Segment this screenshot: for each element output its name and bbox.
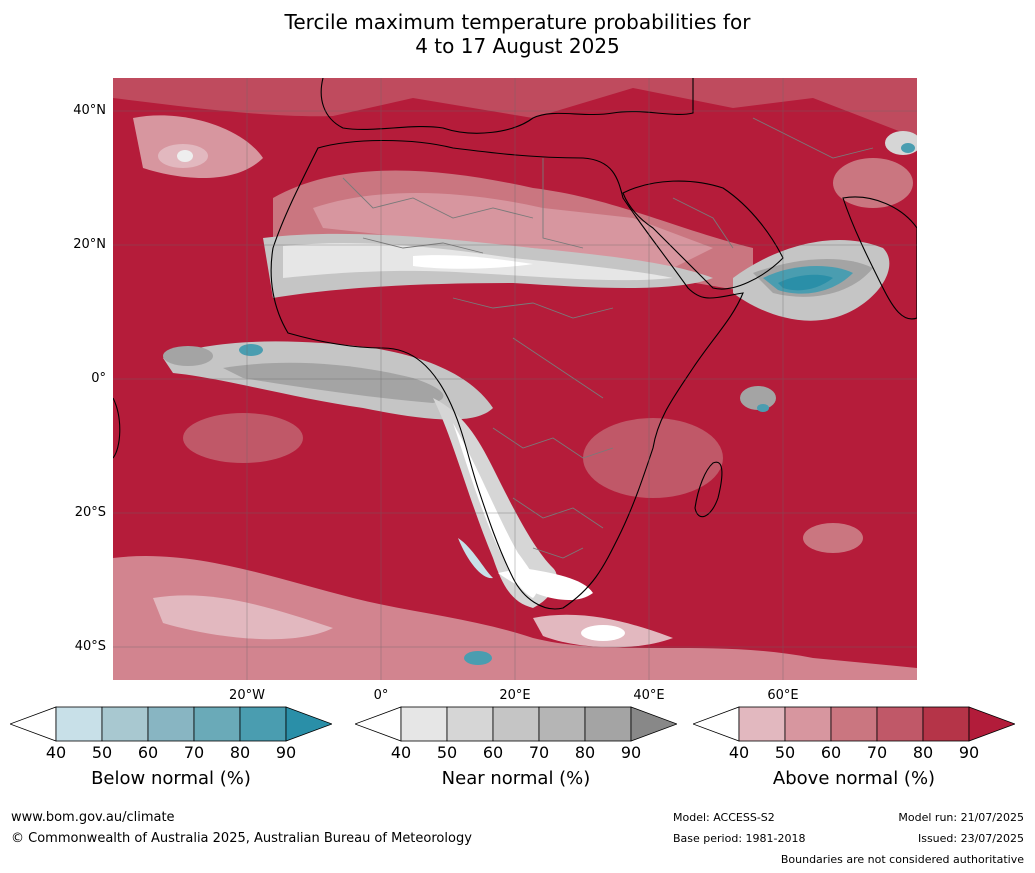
below-tick-50: 50 xyxy=(91,743,113,762)
below-tick-60: 60 xyxy=(137,743,159,762)
above-extension-high xyxy=(968,706,1015,742)
above-swatch-1 xyxy=(784,706,832,742)
colorbar-below-normal xyxy=(10,706,332,742)
near-tick-50: 50 xyxy=(436,743,458,762)
near-tick-70: 70 xyxy=(528,743,550,762)
graticule xyxy=(113,78,917,680)
footer-website[interactable]: www.bom.gov.au/climate xyxy=(11,810,175,825)
near-extension-high xyxy=(630,706,677,742)
near-tick-40: 40 xyxy=(390,743,412,762)
footer-model-run: Model run: 21/07/2025 xyxy=(898,811,1024,824)
lon-label-40e: 40°E xyxy=(633,688,665,703)
above-tick-70: 70 xyxy=(866,743,888,762)
near-swatch-0 xyxy=(400,706,448,742)
probability-map xyxy=(113,78,917,680)
above-tick-60: 60 xyxy=(820,743,842,762)
near-swatch-1 xyxy=(446,706,494,742)
lat-label-20s: 20°S xyxy=(74,505,106,520)
footer-copyright: © Commonwealth of Australia 2025, Austra… xyxy=(11,831,472,846)
below-tick-90: 90 xyxy=(275,743,297,762)
lon-label-20w: 20°W xyxy=(229,688,265,703)
below-extension-low xyxy=(10,706,57,742)
above-tick-50: 50 xyxy=(774,743,796,762)
lat-label-20n: 20°N xyxy=(73,237,106,252)
below-tick-80: 80 xyxy=(229,743,251,762)
above-tick-80: 80 xyxy=(912,743,934,762)
title-line-1: Tercile maximum temperature probabilitie… xyxy=(284,10,751,34)
below-swatch-2 xyxy=(147,706,195,742)
above-swatch-0 xyxy=(738,706,786,742)
above-tick-40: 40 xyxy=(728,743,750,762)
lon-label-0: 0° xyxy=(373,688,389,703)
lat-label-40n: 40°N xyxy=(73,103,106,118)
above-extension-low xyxy=(693,706,740,742)
below-extension-high xyxy=(285,706,332,742)
near-swatch-3 xyxy=(538,706,586,742)
above-swatch-4 xyxy=(922,706,970,742)
below-swatch-1 xyxy=(101,706,149,742)
above-tick-90: 90 xyxy=(958,743,980,762)
colorbar-above-normal xyxy=(693,706,1015,742)
colorbar-label-near: Near normal (%) xyxy=(441,768,591,789)
below-swatch-3 xyxy=(193,706,241,742)
near-tick-60: 60 xyxy=(482,743,504,762)
above-swatch-2 xyxy=(830,706,878,742)
title-line-2: 4 to 17 August 2025 xyxy=(415,34,620,58)
coastlines xyxy=(113,78,917,610)
near-tick-90: 90 xyxy=(620,743,642,762)
below-swatch-4 xyxy=(239,706,287,742)
below-tick-70: 70 xyxy=(183,743,205,762)
country-borders xyxy=(342,117,874,559)
near-swatch-2 xyxy=(492,706,540,742)
near-swatch-4 xyxy=(584,706,632,742)
near-extension-low xyxy=(355,706,402,742)
footer-issued: Issued: 23/07/2025 xyxy=(917,832,1024,845)
below-swatch-0 xyxy=(55,706,103,742)
colorbar-label-above: Above normal (%) xyxy=(772,768,936,789)
above-swatch-3 xyxy=(876,706,924,742)
lat-label-40s: 40°S xyxy=(74,639,106,654)
footer-model: Model: ACCESS-S2 xyxy=(673,811,775,824)
footer-disclaimer: Boundaries are not considered authoritat… xyxy=(780,853,1024,866)
colorbar-near-normal xyxy=(355,706,677,742)
lon-label-20e: 20°E xyxy=(499,688,531,703)
chart-title: Tercile maximum temperature probabilitie… xyxy=(0,10,1035,58)
lat-label-0: 0° xyxy=(91,371,106,386)
lon-label-60e: 60°E xyxy=(767,688,799,703)
near-tick-80: 80 xyxy=(574,743,596,762)
colorbar-label-below: Below normal (%) xyxy=(91,768,251,789)
below-tick-40: 40 xyxy=(45,743,67,762)
footer-base-period: Base period: 1981-2018 xyxy=(673,832,806,845)
